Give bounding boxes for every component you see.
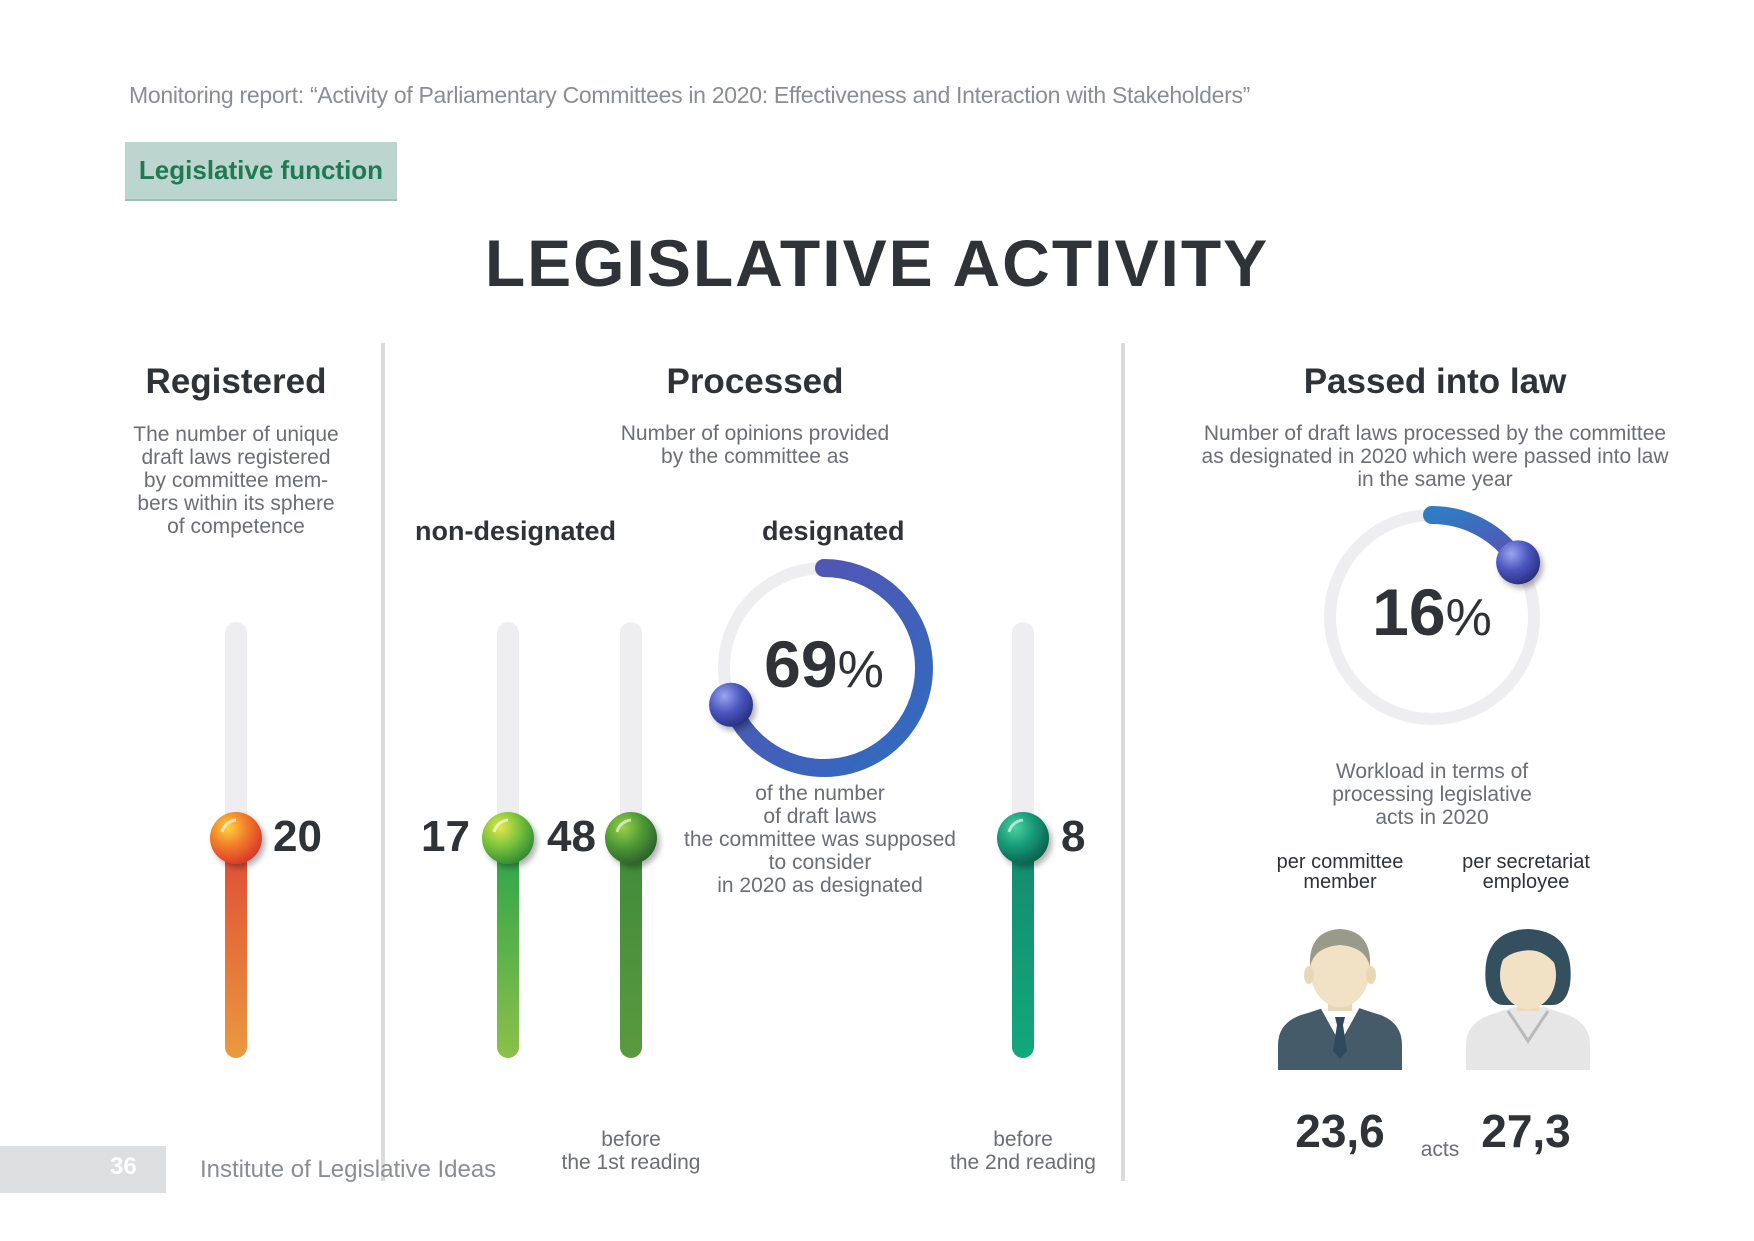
first-reading-caption: before the 1st reading — [561, 1128, 701, 1174]
first-reading-value: 48 — [547, 812, 596, 861]
second-reading-value: 8 — [1061, 812, 1086, 861]
per-member-value: 23,6 — [1295, 1105, 1385, 1157]
column-divider-left — [381, 343, 385, 1181]
registered-title: Registered — [145, 362, 327, 401]
page-title: LEGISLATIVE ACTIVITY — [484, 226, 1270, 300]
second-reading-slider — [997, 622, 1049, 1058]
page-number-box — [0, 1146, 166, 1193]
designated-caption: of the number of draft laws the committe… — [684, 782, 956, 897]
registered-description: The number of unique draft laws register… — [133, 423, 339, 538]
passed-title: Passed into law — [1303, 362, 1567, 401]
second-reading-caption: before the 2nd reading — [950, 1128, 1096, 1174]
report-title: Monitoring report: “Activity of Parliame… — [129, 82, 1251, 108]
passed-donut — [1324, 506, 1541, 725]
non-designated-value: 17 — [421, 812, 470, 861]
designated-percent: 69% — [764, 627, 884, 701]
per-member-label: per committee member — [1276, 851, 1404, 893]
non-designated-label: non-designated — [415, 516, 616, 546]
acts-unit: acts — [1420, 1138, 1460, 1161]
designated-donut — [709, 559, 933, 777]
designated-label: designated — [762, 516, 905, 546]
registered-value: 20 — [273, 812, 322, 861]
processed-description: Number of opinions provided by the commi… — [620, 422, 890, 468]
non-designated-slider — [482, 622, 534, 1058]
per-employee-value: 27,3 — [1481, 1105, 1571, 1157]
first-reading-slider — [605, 622, 657, 1058]
registered-slider — [210, 622, 262, 1058]
passed-description: Number of draft laws processed by the co… — [1201, 422, 1669, 491]
processed-title: Processed — [666, 362, 844, 401]
per-employee-label: per secretariat employee — [1462, 851, 1590, 893]
column-divider-right — [1121, 343, 1125, 1181]
female-person-icon — [1466, 929, 1590, 1070]
workload-caption: Workload in terms of processing legislat… — [1332, 760, 1532, 829]
passed-percent: 16% — [1372, 575, 1492, 649]
publisher-name: Institute of Legislative Ideas — [200, 1156, 497, 1183]
section-tag: Legislative function — [125, 142, 397, 201]
male-person-icon — [1278, 929, 1402, 1070]
page-number: 36 — [110, 1153, 137, 1180]
